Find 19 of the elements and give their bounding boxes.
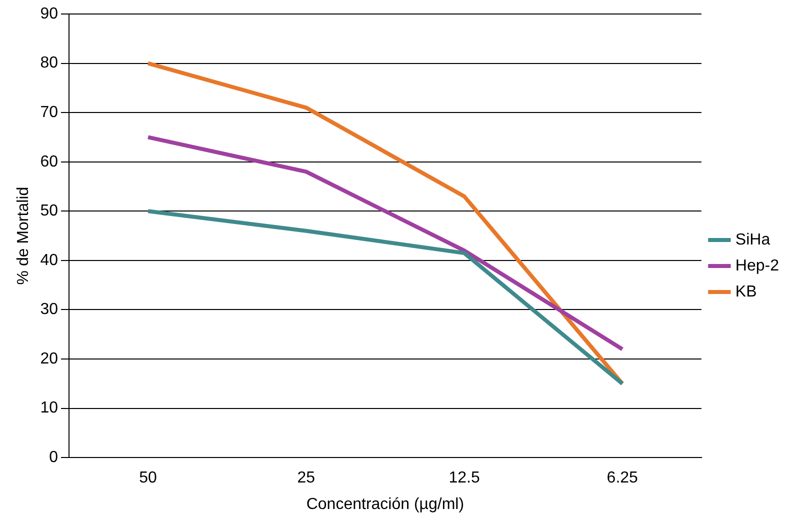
x-axis-title: Concentración (µg/ml) (306, 496, 464, 513)
x-tick-label: 12.5 (448, 470, 480, 487)
legend-label: Hep-2 (735, 257, 780, 274)
y-tick-label: 80 (40, 54, 58, 72)
y-tick-label: 60 (40, 153, 58, 170)
y-tick-label: 70 (40, 104, 58, 121)
y-axis-title: % de Mortalid (15, 186, 32, 285)
legend-label: SiHa (735, 231, 770, 248)
y-tick-label: 40 (40, 252, 58, 269)
y-tick-label: 50 (40, 202, 58, 220)
x-tick-label: 6.25 (606, 470, 638, 487)
y-tick-label: 20 (40, 350, 58, 368)
y-tick-label: 0 (49, 449, 58, 466)
x-tick-label: 25 (297, 470, 316, 487)
y-tick-label: 30 (40, 301, 58, 318)
y-tick-label: 90 (40, 5, 58, 22)
legend-label: KB (735, 283, 757, 300)
y-tick-label: 10 (40, 400, 58, 417)
x-tick-label: 50 (139, 470, 158, 487)
